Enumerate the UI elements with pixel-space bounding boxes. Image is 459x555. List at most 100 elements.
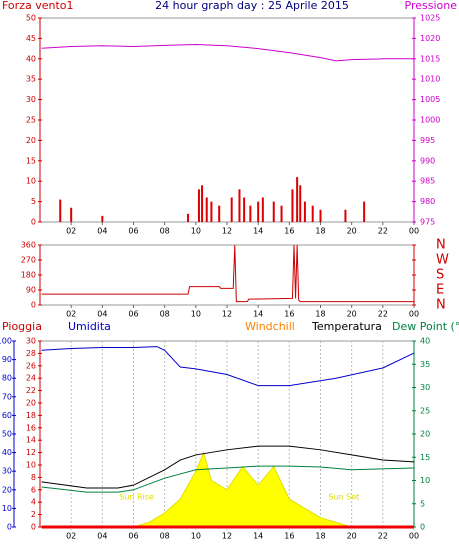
y-tick-label: 40: [26, 54, 36, 63]
y2-tick-label: 1020: [420, 34, 440, 43]
wind-bar: [210, 201, 213, 222]
wind-bar: [59, 199, 62, 222]
y2-tick-label: W: [436, 253, 449, 268]
x-tick-label: 06: [128, 227, 138, 236]
y2-tick-label: 20: [420, 430, 430, 439]
x-tick-label: 08: [160, 310, 170, 319]
wind-bar: [205, 197, 208, 222]
x-tick-label: 18: [315, 532, 325, 541]
y-tick-label: 25: [26, 116, 36, 125]
annotation: Sun Set: [328, 492, 359, 501]
wind-bar: [249, 205, 252, 222]
y2-tick-label: 40: [420, 337, 430, 346]
y3-tick-label: 22: [26, 386, 36, 395]
y3-tick-label: 28: [26, 349, 36, 358]
y-tick-label: 15: [26, 156, 36, 165]
x-tick-label: 12: [222, 227, 232, 236]
y3-tick-label: 18: [26, 411, 36, 420]
line: [41, 44, 414, 62]
y2-tick-label: E: [436, 283, 444, 298]
y3-tick-label: 12: [26, 448, 36, 457]
series-label: Windchill: [245, 320, 295, 333]
y-tick-label: 270: [21, 256, 36, 265]
y-tick-label: 80: [2, 374, 12, 383]
wind-bar: [197, 189, 200, 222]
wind-bar: [201, 185, 204, 222]
y3-tick-label: 4: [31, 498, 36, 507]
y-tick-label: 90: [2, 355, 12, 364]
line: [41, 244, 414, 303]
wind-bar: [299, 185, 302, 222]
x-tick-label: 02: [66, 310, 76, 319]
series-label: Pressione: [405, 0, 458, 12]
y2-tick-label: 1000: [420, 116, 440, 125]
wind-bar: [238, 189, 241, 222]
y3-tick-label: 2: [31, 510, 36, 519]
y2-tick-label: 985: [420, 177, 435, 186]
y3-tick-label: 6: [31, 485, 36, 494]
y-tick-label: 10: [26, 177, 36, 186]
y-tick-label: 10: [2, 504, 12, 513]
series-label: Umidita: [68, 320, 111, 333]
x-tick-label: 10: [191, 310, 201, 319]
wind-bar: [257, 201, 260, 222]
line: [41, 346, 415, 387]
y2-tick-label: 1010: [420, 75, 440, 84]
wind-bar: [218, 205, 221, 222]
series-label: Temperatura: [311, 320, 382, 333]
x-tick-label: 02: [66, 227, 76, 236]
y2-tick-label: S: [436, 268, 444, 283]
y-tick-label: 70: [2, 392, 12, 401]
y-tick-label: 35: [26, 75, 36, 84]
wind-bar: [230, 197, 233, 222]
y2-tick-label: 35: [420, 360, 430, 369]
wind-bar: [280, 205, 283, 222]
wind-bar: [243, 197, 246, 222]
x-tick-label: 22: [378, 310, 388, 319]
y-tick-label: 40: [2, 448, 12, 457]
wind-bar: [101, 215, 104, 222]
x-tick-label: 00: [409, 310, 419, 319]
y3-tick-label: 24: [26, 374, 36, 383]
series-label: Dew Point (°C: [392, 320, 459, 333]
x-tick-label: 22: [378, 532, 388, 541]
y3-tick-label: 0: [31, 523, 36, 532]
x-tick-label: 14: [253, 310, 263, 319]
x-tick-label: 08: [160, 227, 170, 236]
x-tick-label: 22: [378, 227, 388, 236]
y2-tick-label: 0: [420, 523, 425, 532]
y2-tick-label: 995: [420, 136, 435, 145]
x-tick-label: 18: [315, 310, 325, 319]
wind-bar: [363, 201, 366, 222]
y3-tick-label: 20: [26, 399, 36, 408]
wind-bar: [187, 213, 190, 222]
y2-tick-label: 25: [420, 406, 430, 415]
y-tick-label: 0: [31, 301, 36, 310]
y2-tick-label: 990: [420, 156, 435, 165]
y3-tick-label: 10: [26, 461, 36, 470]
x-tick-label: 18: [315, 227, 325, 236]
x-tick-label: 20: [347, 310, 357, 319]
x-tick-label: 08: [160, 532, 170, 541]
wind-bar: [296, 177, 299, 222]
y2-tick-label: 1005: [420, 95, 440, 104]
y2-tick-label: 30: [420, 383, 430, 392]
y-tick-label: 50: [26, 14, 36, 23]
y2-tick-label: N: [436, 298, 446, 313]
y-tick-label: 180: [21, 271, 36, 280]
x-tick-label: 12: [222, 310, 232, 319]
y-tick-label: 100: [0, 337, 12, 346]
x-tick-label: 04: [97, 532, 107, 541]
y2-tick-label: 5: [420, 499, 425, 508]
wind-bar: [319, 209, 322, 222]
x-tick-label: 12: [222, 532, 232, 541]
x-tick-label: 02: [66, 532, 76, 541]
x-tick-label: 04: [97, 310, 107, 319]
y-tick-label: 45: [26, 34, 36, 43]
y3-tick-label: 16: [26, 423, 36, 432]
y3-tick-label: 26: [26, 361, 36, 370]
y-tick-label: 30: [2, 467, 12, 476]
y3-tick-label: 8: [31, 473, 36, 482]
